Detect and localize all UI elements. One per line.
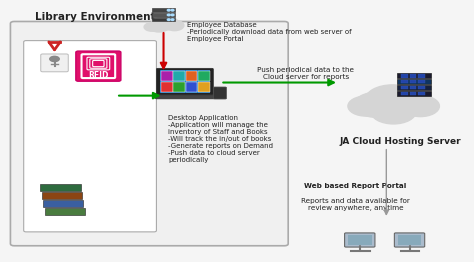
- Bar: [401, 86, 408, 89]
- FancyBboxPatch shape: [213, 87, 227, 99]
- Bar: [397, 85, 431, 90]
- Bar: [198, 82, 210, 92]
- Circle shape: [144, 23, 159, 31]
- Bar: [348, 235, 372, 245]
- FancyBboxPatch shape: [42, 192, 82, 199]
- Circle shape: [167, 9, 170, 11]
- Bar: [186, 82, 197, 92]
- Circle shape: [167, 19, 170, 20]
- Bar: [152, 18, 175, 21]
- Circle shape: [365, 85, 420, 115]
- Text: RFID: RFID: [88, 71, 109, 80]
- Circle shape: [401, 96, 439, 117]
- FancyBboxPatch shape: [41, 54, 68, 72]
- Bar: [160, 70, 210, 93]
- Bar: [152, 8, 175, 12]
- Bar: [173, 82, 185, 92]
- Bar: [186, 71, 197, 81]
- Bar: [418, 92, 425, 95]
- Bar: [397, 73, 431, 78]
- Circle shape: [171, 9, 174, 11]
- Text: Reports and data available for
review anywhere, anytime: Reports and data available for review an…: [301, 198, 410, 211]
- Circle shape: [348, 96, 384, 116]
- FancyBboxPatch shape: [76, 51, 121, 81]
- Circle shape: [171, 19, 174, 20]
- Text: Library Environment: Library Environment: [35, 12, 155, 22]
- Bar: [401, 80, 408, 83]
- Bar: [410, 74, 416, 78]
- Bar: [161, 82, 173, 92]
- Bar: [401, 92, 408, 95]
- Circle shape: [165, 20, 184, 31]
- Bar: [401, 74, 408, 78]
- FancyBboxPatch shape: [10, 21, 288, 246]
- Bar: [418, 86, 425, 89]
- Circle shape: [354, 92, 400, 117]
- Circle shape: [167, 14, 170, 16]
- Bar: [173, 71, 185, 81]
- Text: Web based Report Portal: Web based Report Portal: [304, 183, 407, 189]
- Circle shape: [371, 99, 416, 124]
- FancyBboxPatch shape: [24, 41, 156, 232]
- Circle shape: [50, 56, 59, 62]
- FancyBboxPatch shape: [155, 94, 214, 99]
- Bar: [152, 13, 175, 17]
- Bar: [410, 86, 416, 89]
- FancyBboxPatch shape: [345, 233, 375, 247]
- Circle shape: [171, 14, 174, 16]
- Text: Push periodical data to the
Cloud server for reports: Push periodical data to the Cloud server…: [257, 67, 354, 80]
- Bar: [198, 71, 210, 81]
- FancyBboxPatch shape: [43, 200, 83, 207]
- FancyBboxPatch shape: [394, 233, 425, 247]
- FancyBboxPatch shape: [40, 184, 81, 191]
- Circle shape: [154, 16, 178, 30]
- Bar: [410, 80, 416, 83]
- Bar: [418, 80, 425, 83]
- Circle shape: [386, 90, 432, 116]
- Bar: [398, 235, 421, 245]
- Circle shape: [148, 20, 169, 32]
- Bar: [418, 74, 425, 78]
- Bar: [397, 91, 431, 96]
- Text: Desktop Application
-Application will manage the
inventory of Staff and Books
-W: Desktop Application -Application will ma…: [168, 115, 273, 163]
- Text: Employee Database
-Periodically download data from web server of
Employee Portal: Employee Database -Periodically download…: [187, 22, 352, 42]
- FancyBboxPatch shape: [156, 68, 213, 95]
- Bar: [397, 79, 431, 84]
- Bar: [161, 71, 173, 81]
- Text: JA Cloud Hosting Server: JA Cloud Hosting Server: [340, 137, 461, 146]
- FancyBboxPatch shape: [45, 208, 85, 215]
- Bar: [410, 92, 416, 95]
- FancyBboxPatch shape: [82, 54, 115, 78]
